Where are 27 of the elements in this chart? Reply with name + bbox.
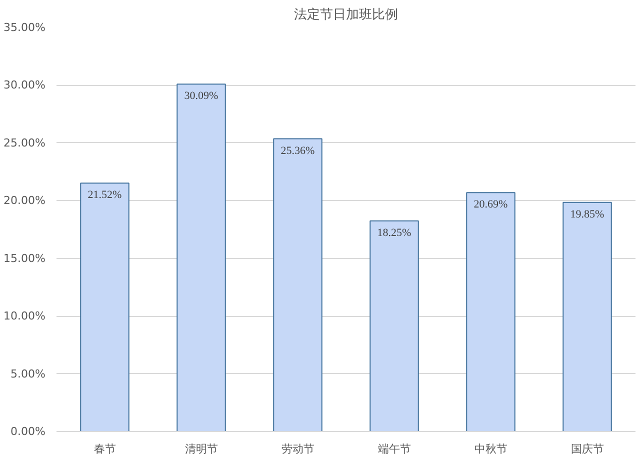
bar bbox=[273, 138, 322, 432]
x-tick-label: 端午节 bbox=[378, 442, 411, 456]
y-tick-label: 20.00% bbox=[4, 194, 46, 208]
y-tick-label: 5.00% bbox=[10, 367, 46, 380]
data-label: 20.69% bbox=[474, 198, 508, 211]
x-tick-label: 劳动节 bbox=[281, 442, 314, 456]
x-tick-label: 清明节 bbox=[184, 442, 218, 456]
x-tick-label: 春节 bbox=[94, 442, 116, 456]
data-label: 21.52% bbox=[88, 189, 122, 202]
chart-title: 法定节日加班比例 bbox=[294, 8, 398, 22]
x-tick-label: 国庆节 bbox=[570, 442, 604, 456]
bar bbox=[370, 220, 419, 432]
y-tick-label: 25.00% bbox=[4, 136, 46, 150]
data-label: 25.36% bbox=[280, 144, 315, 157]
y-tick-label: 30.00% bbox=[4, 78, 46, 92]
bar bbox=[80, 182, 130, 432]
x-tick-label: 中秋节 bbox=[474, 442, 508, 456]
y-tick-label: 10.00% bbox=[4, 310, 46, 323]
bar bbox=[562, 202, 612, 432]
data-label: 18.25% bbox=[377, 226, 412, 239]
bar bbox=[176, 84, 226, 432]
data-label: 30.09% bbox=[184, 90, 218, 102]
y-tick-label: 0.00% bbox=[10, 425, 46, 438]
y-tick-label: 15.00% bbox=[4, 252, 46, 265]
y-tick-label: 35.00% bbox=[4, 21, 46, 34]
data-label: 19.85% bbox=[570, 208, 604, 220]
bar bbox=[466, 192, 516, 432]
